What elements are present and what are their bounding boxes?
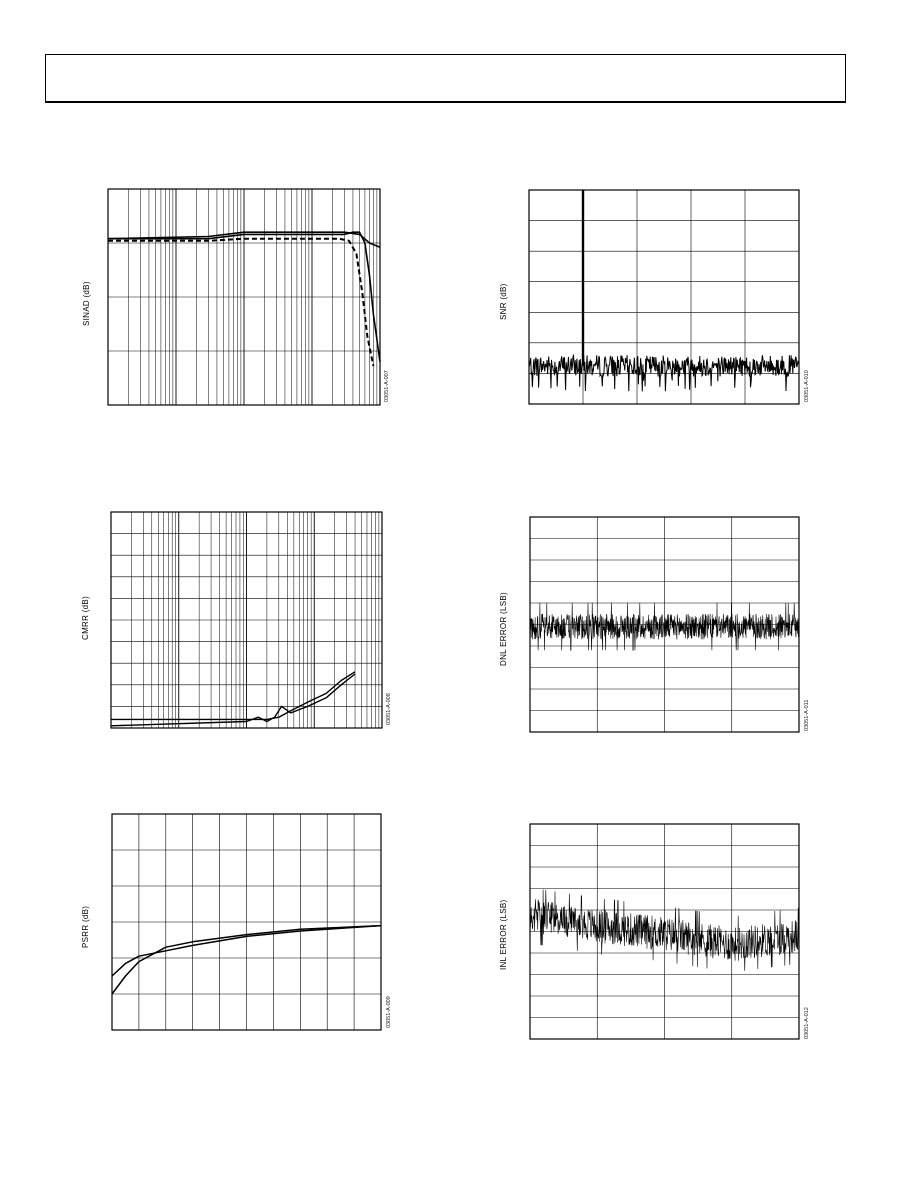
cmrr-chart (110, 511, 383, 729)
sinad-figure-code: 03051-A-007 (384, 370, 390, 402)
inl-chart (529, 823, 800, 1040)
dnl-chart (529, 516, 800, 733)
snr-figure (528, 189, 800, 405)
psrr-plot-frame (111, 813, 382, 1031)
sinad-series-3-line (108, 237, 375, 367)
psrr-figure (111, 813, 382, 1031)
dnl-ylabel: DNL ERROR (LSB) (499, 592, 508, 666)
snr-chart (528, 189, 800, 405)
dnl-figure (529, 516, 800, 733)
dnl-error-trace (529, 602, 800, 651)
cmrr-figure (110, 511, 383, 729)
cmrr-figure-code: 03051-A-008 (386, 693, 392, 725)
psrr-chart (111, 813, 382, 1031)
cmrr-series-2-line (110, 673, 356, 727)
cmrr-ylabel: CMRR (dB) (81, 595, 90, 640)
sinad-series-2-line (108, 231, 381, 362)
psrr-series-2-line (111, 924, 382, 995)
snr-figure-code: 03051-A-010 (804, 370, 810, 402)
inl-figure-code: 03051-A-012 (804, 1007, 810, 1039)
page-header-box (45, 54, 846, 103)
cmrr-plot-frame (110, 511, 383, 729)
snr-noise-floor-trace (528, 353, 800, 392)
inl-plot-frame (529, 823, 800, 1040)
psrr-ylabel: PSRR (dB) (81, 905, 90, 948)
sinad-ylabel: SINAD (dB) (82, 281, 91, 326)
inl-error-trace (529, 889, 800, 971)
snr-ylabel: SNR (dB) (499, 283, 508, 320)
sinad-chart (107, 188, 381, 406)
sinad-figure (107, 188, 381, 406)
sinad-plot-frame (107, 188, 381, 406)
dnl-figure-code: 03051-A-011 (804, 699, 810, 731)
psrr-series-1-line (111, 924, 382, 977)
dnl-plot-frame (529, 516, 800, 733)
inl-ylabel: INL ERROR (LSB) (499, 899, 508, 970)
cmrr-series-1-line (111, 671, 356, 721)
psrr-figure-code: 03051-A-009 (386, 996, 392, 1028)
sinad-series-1-line (107, 231, 381, 249)
inl-figure (529, 823, 800, 1040)
snr-plot-frame (528, 189, 800, 405)
